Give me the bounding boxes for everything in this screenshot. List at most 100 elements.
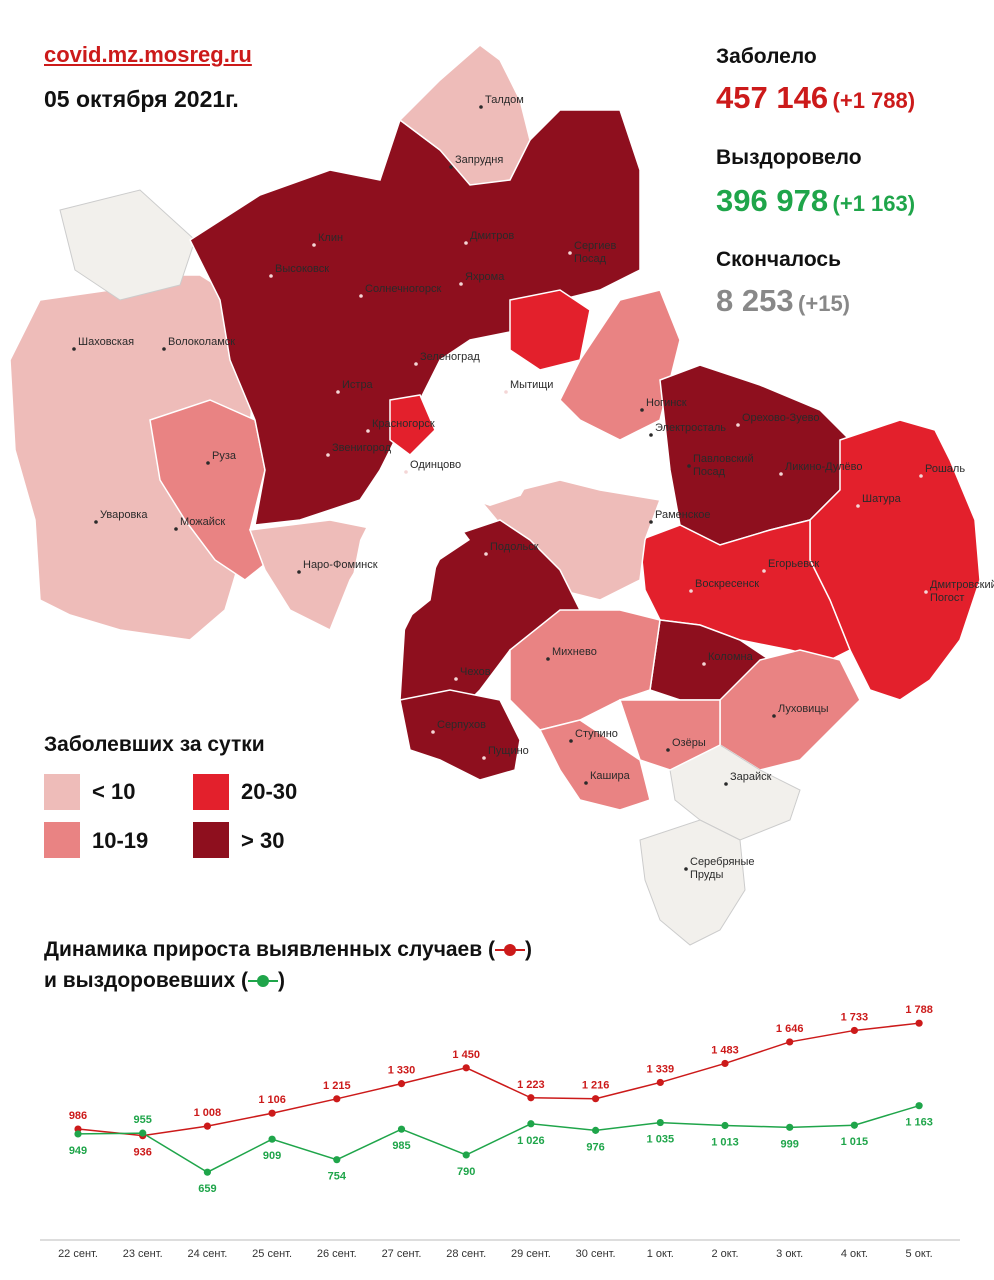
recovered-data-label: 754 <box>328 1171 347 1183</box>
town-label: Кашира <box>590 770 631 782</box>
recovered-point <box>527 1120 535 1128</box>
x-tick-label: 22 сент. <box>58 1248 98 1260</box>
x-tick-label: 25 сент. <box>252 1248 292 1260</box>
x-tick-label: 5 окт. <box>906 1248 933 1260</box>
town-label: Мытищи <box>510 379 553 391</box>
infected-data-label: 1 646 <box>776 1023 804 1035</box>
infected-delta: (+1 788) <box>832 88 916 113</box>
town-label: Солнечногорск <box>365 283 441 295</box>
deaths-delta: (+15) <box>798 291 851 316</box>
x-tick-label: 30 сент. <box>576 1248 616 1260</box>
town-dot <box>919 474 923 478</box>
recovered-point <box>268 1135 276 1143</box>
district-bright <box>509 289 591 371</box>
district-mid <box>509 609 661 731</box>
recovered-point <box>139 1129 147 1137</box>
x-tick-label: 27 сент. <box>382 1248 422 1260</box>
source-site-link[interactable]: covid.mz.mosreg.ru <box>44 42 252 67</box>
town-dot <box>482 756 486 760</box>
infected-stat: 457 146 (+1 788) <box>716 80 915 116</box>
town-label: Шатура <box>862 493 902 505</box>
infected-data-label: 936 <box>134 1147 152 1159</box>
town-label: Сергиев <box>574 240 616 252</box>
town-label: Наро-Фоминск <box>303 559 378 571</box>
recovered-point <box>850 1121 859 1129</box>
town-label: Серебряные <box>690 856 755 868</box>
recovered-point <box>74 1130 82 1138</box>
town-label: Павловский <box>693 453 754 465</box>
infected-point <box>915 1019 923 1027</box>
legend-swatch-lt10 <box>44 774 80 810</box>
town-dot <box>414 362 418 366</box>
town-label: Одинцово <box>410 459 461 471</box>
recovered-data-label: 985 <box>392 1140 410 1152</box>
town-dot <box>72 347 76 351</box>
recovered-data-label: 659 <box>198 1183 216 1195</box>
town-label: Волоколамск <box>168 336 235 348</box>
recovered-data-label: 949 <box>69 1145 87 1157</box>
town-label: Пруды <box>690 869 723 881</box>
town-dot <box>856 504 860 508</box>
town-label: Электросталь <box>655 422 726 434</box>
recovered-series-icon <box>247 975 278 988</box>
x-tick-label: 26 сент. <box>317 1248 357 1260</box>
town-dot <box>687 464 691 468</box>
recovered-data-label: 1 035 <box>647 1134 675 1146</box>
town-label: Погост <box>930 592 964 604</box>
district-mid <box>538 719 651 811</box>
x-tick-label: 1 окт. <box>647 1248 674 1260</box>
x-tick-label: 23 сент. <box>123 1248 163 1260</box>
town-dot <box>326 453 330 457</box>
town-label: Запрудня <box>455 154 503 166</box>
town-label: Луховицы <box>778 703 829 715</box>
recovered-point <box>786 1123 794 1131</box>
town-dot <box>484 552 488 556</box>
infected-data-label: 1 008 <box>194 1107 222 1119</box>
recovered-data-label: 1 015 <box>841 1136 869 1148</box>
town-dot <box>366 429 370 433</box>
recovered-delta: (+1 163) <box>832 191 916 216</box>
recovered-point <box>915 1102 923 1110</box>
town-label: Посад <box>693 466 726 478</box>
town-label: Истра <box>342 379 374 391</box>
town-label: Коломна <box>708 651 754 663</box>
town-dot <box>162 347 166 351</box>
infected-data-label: 1 339 <box>647 1063 675 1075</box>
town-label: Талдом <box>485 94 524 106</box>
infected-data-label: 1 106 <box>258 1094 286 1106</box>
recovered-point <box>462 1151 470 1159</box>
infected-point <box>527 1094 535 1102</box>
infected-point <box>786 1038 794 1046</box>
town-label: Уваровка <box>100 509 148 521</box>
district-light <box>398 44 531 186</box>
town-dot <box>479 105 483 109</box>
town-label: Ликино-Дулёво <box>785 461 863 473</box>
recovered-point <box>203 1168 211 1176</box>
recovered-data-label: 999 <box>781 1138 799 1150</box>
town-dot <box>459 282 463 286</box>
recovered-point <box>721 1121 729 1130</box>
town-dot <box>404 470 408 474</box>
town-dot <box>736 423 740 427</box>
legend-label-lt10: < 10 <box>92 779 136 804</box>
recovered-data-label: 1 013 <box>711 1136 739 1148</box>
legend-label-20-30: 20-30 <box>241 779 298 804</box>
town-dot <box>649 433 653 437</box>
recovered-point <box>656 1118 664 1127</box>
infected-label: Заболело <box>716 45 817 68</box>
legend-swatch-20-30 <box>193 774 229 810</box>
recovered-data-label: 976 <box>586 1141 604 1153</box>
dynamics-line-chart: 22 сент. 23 сент. 24 сент. 25 сент. 26 сент.… <box>40 1004 960 1260</box>
legend-swatch-gt30 <box>193 822 229 858</box>
town-dot <box>689 589 693 593</box>
town-label: Яхрома <box>465 271 505 283</box>
town-dot <box>336 390 340 394</box>
town-label: Зарайск <box>730 771 772 783</box>
town-dot <box>772 714 776 718</box>
town-dot <box>94 520 98 524</box>
recovered-data-label: 1 163 <box>905 1117 933 1129</box>
town-label: Серпухов <box>437 719 486 731</box>
infected-data-label: 986 <box>69 1110 87 1122</box>
town-label: Орехово-Зуево <box>742 412 820 424</box>
town-dot <box>649 520 653 524</box>
